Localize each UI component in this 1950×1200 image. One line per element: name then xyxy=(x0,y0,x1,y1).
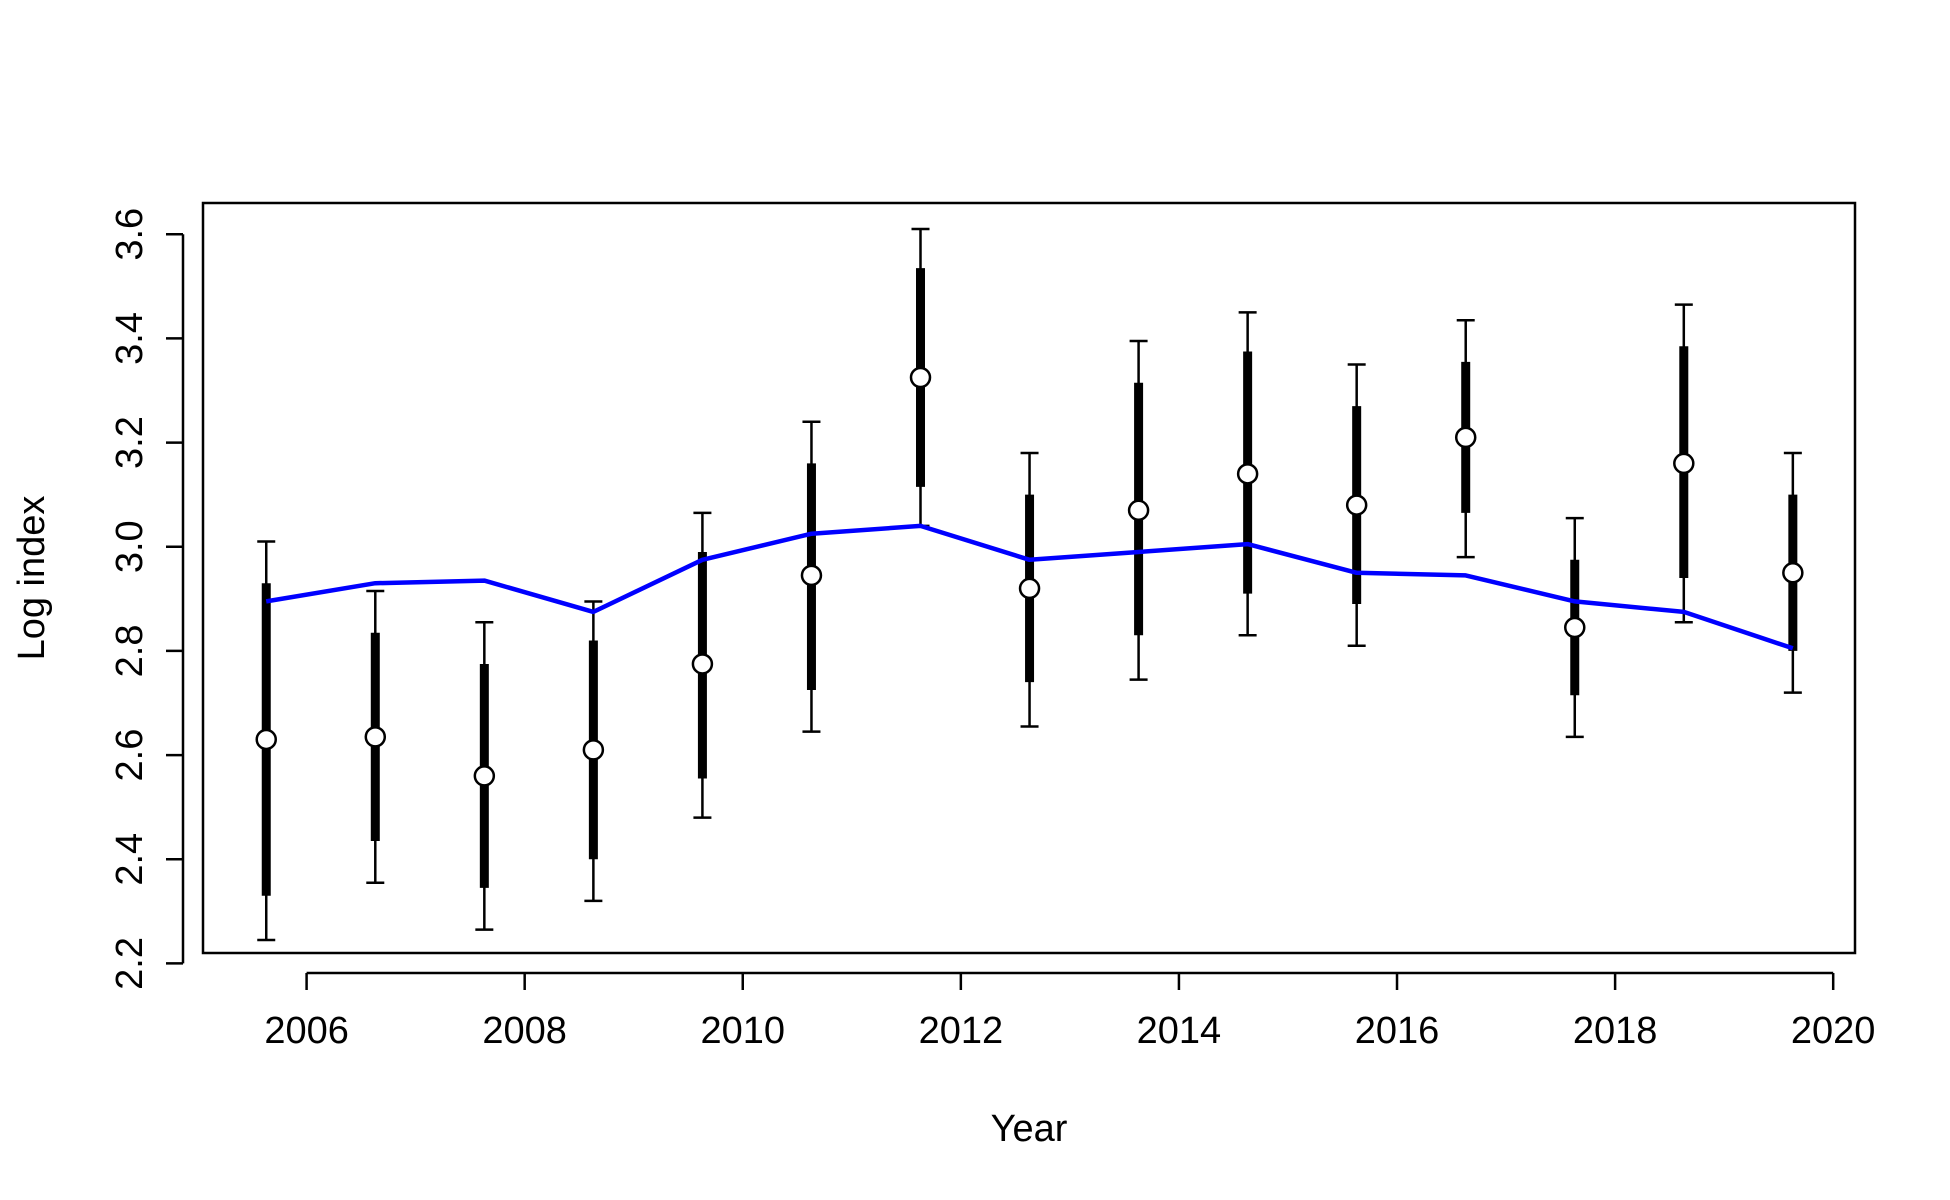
data-point xyxy=(1454,426,1477,449)
data-point xyxy=(1018,577,1041,600)
fitted-line-layer xyxy=(265,523,1794,651)
y-tick-label: 2.2 xyxy=(109,937,151,990)
data-point xyxy=(1345,494,1368,516)
x-tick-label: 2006 xyxy=(264,1010,349,1052)
data-point xyxy=(1236,463,1259,485)
y-tick-label: 2.8 xyxy=(109,625,151,678)
x-tick-label: 2012 xyxy=(919,1010,1004,1052)
x-axis-title: Year xyxy=(991,1108,1068,1150)
data-point xyxy=(364,726,387,748)
x-tick-label: 2018 xyxy=(1573,1010,1658,1052)
data-point xyxy=(909,366,932,389)
x-tick-label: 2020 xyxy=(1791,1010,1876,1052)
data-point xyxy=(255,728,277,751)
y-axis-title: Log index xyxy=(11,496,53,661)
data-point xyxy=(1127,499,1150,522)
data-point xyxy=(800,564,823,587)
y-tick-label: 2.4 xyxy=(109,833,151,886)
fitted-line xyxy=(265,523,1794,651)
y-axis-ticks: 2.2 2.4 2.6 2.8 3.0 3.2 3.4 3.6 xyxy=(109,208,183,990)
plot-frame xyxy=(201,201,1857,955)
y-tick-label: 3.4 xyxy=(109,312,151,365)
x-tick-label: 2010 xyxy=(700,1010,785,1052)
data-point xyxy=(1673,452,1695,475)
y-tick-label: 3.0 xyxy=(109,520,151,573)
x-tick-label: 2016 xyxy=(1355,1010,1440,1052)
y-tick-label: 3.2 xyxy=(109,416,151,469)
data-point xyxy=(473,765,496,787)
y-tick-label: 3.6 xyxy=(109,208,151,261)
data-point xyxy=(582,739,605,761)
data-point xyxy=(1782,562,1804,584)
x-axis-ticks: 2006 2008 2010 2012 2014 2016 2018 2020 xyxy=(264,973,1875,1052)
data-point xyxy=(1564,616,1586,639)
x-tick-label: 2008 xyxy=(482,1010,567,1052)
x-tick-label: 2014 xyxy=(1137,1010,1222,1052)
observed-points xyxy=(255,366,1804,787)
y-tick-label: 2.6 xyxy=(109,729,151,782)
data-point xyxy=(691,653,714,675)
